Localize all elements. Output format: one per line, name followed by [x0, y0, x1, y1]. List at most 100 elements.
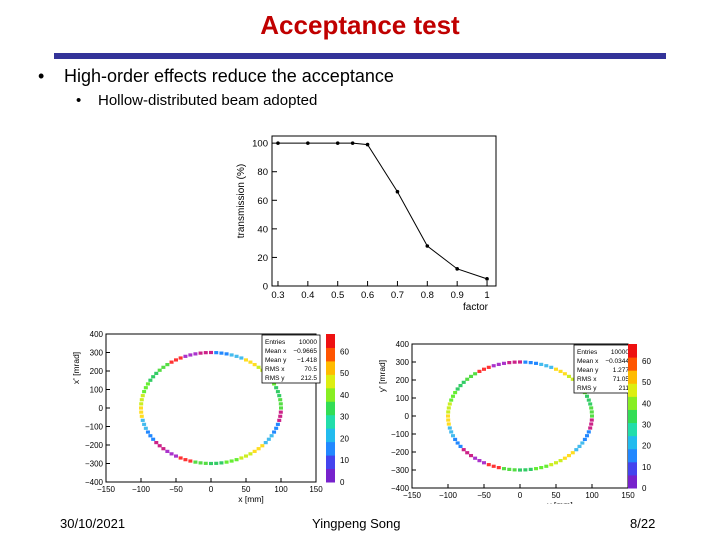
- stats-label: Mean y: [577, 367, 599, 374]
- heatmap-cell: [139, 410, 144, 414]
- x-axis-label: y [mm]: [547, 500, 573, 504]
- stats-label: Entries: [265, 339, 286, 346]
- heatmap-cell: [183, 458, 188, 462]
- heatmap-cell: [209, 461, 213, 466]
- colorbar-segment: [628, 435, 637, 450]
- stats-label: RMS x: [265, 366, 285, 373]
- heatmap-cell: [169, 360, 174, 364]
- heatmap-cell: [523, 468, 528, 472]
- heatmap-cell: [277, 418, 282, 422]
- heatmap-cell: [512, 468, 517, 472]
- colorbar-segment: [628, 357, 637, 371]
- heatmap-cell: [169, 452, 174, 456]
- heatmap-cell: [279, 406, 283, 410]
- heatmap-cell: [586, 398, 591, 402]
- y-tick-label: 80: [257, 167, 268, 178]
- colorbar-segment: [326, 360, 335, 375]
- heatmap-cell: [248, 360, 253, 364]
- x-tick-label: −100: [439, 491, 458, 500]
- bullet-dot-icon: •: [38, 66, 45, 86]
- heatmap-cell: [512, 360, 517, 364]
- heatmap-cell: [482, 461, 486, 465]
- heatmap-cell: [269, 434, 274, 438]
- heatmap-cell: [188, 353, 193, 357]
- colorbar-segment: [628, 474, 637, 489]
- stats-value: 10000: [299, 339, 317, 346]
- heatmap-cell: [455, 387, 460, 391]
- heatmap-cell: [161, 365, 166, 369]
- y-tick-label: −300: [391, 466, 410, 475]
- colorbar-tick-label: 20: [340, 434, 349, 443]
- colorbar-segment: [628, 396, 637, 410]
- data-point: [455, 267, 459, 271]
- heatmap-cell: [275, 422, 280, 426]
- heatmap-cell: [274, 426, 279, 430]
- colorbar-tick-label: 30: [642, 420, 651, 429]
- x-tick-label: 100: [274, 485, 288, 494]
- heatmap-cell: [554, 367, 558, 371]
- heatmap-cell: [588, 402, 593, 406]
- heatmap-cell: [518, 360, 522, 364]
- heatmap-cell: [139, 402, 144, 406]
- heatmap-cell: [161, 447, 166, 451]
- heatmap-cell: [446, 406, 451, 410]
- y-tick-label: 20: [257, 253, 268, 264]
- x-tick-label: 0.6: [361, 290, 374, 301]
- heatmap-cell: [458, 444, 463, 449]
- y-tick-label: 0: [405, 412, 410, 421]
- heatmap-cell: [272, 382, 277, 386]
- y-tick-label: 400: [90, 330, 104, 339]
- heatmap-cell: [539, 466, 544, 470]
- heatmap-cell: [178, 456, 183, 460]
- heatmap-cell: [501, 467, 506, 471]
- heatmap-cell: [586, 430, 591, 434]
- heatmap-cell: [562, 456, 567, 460]
- heatmap-cell: [140, 394, 145, 398]
- x-tick-label: 150: [621, 491, 635, 500]
- heatmap-cell: [446, 418, 451, 422]
- heatmap-cell: [263, 441, 268, 445]
- x-tick-label: 0.5: [331, 290, 344, 301]
- data-point: [306, 141, 310, 145]
- heatmap-cell: [566, 374, 571, 379]
- heatmap-cell: [277, 394, 282, 398]
- y-tick-label: 100: [252, 139, 268, 150]
- heatmap-cell: [588, 426, 593, 430]
- heatmap-cell: [274, 386, 279, 390]
- heatmap-cell: [534, 361, 539, 365]
- heatmap-cell: [544, 364, 549, 368]
- heatmap-cell: [157, 368, 162, 372]
- colorbar-tick-label: 60: [642, 357, 651, 366]
- y-tick-label: 300: [396, 358, 410, 367]
- heatmap-cell: [229, 353, 234, 357]
- heatmap-cell: [558, 369, 563, 373]
- y-tick-label: 40: [257, 224, 268, 235]
- heatmap-cell: [224, 460, 229, 464]
- data-point: [350, 141, 355, 145]
- heatmap-cell: [178, 356, 183, 360]
- heatmap-cell: [523, 360, 528, 364]
- heatmap-cell: [188, 459, 193, 463]
- heatmap-cell: [278, 402, 283, 406]
- y-tick-label: −200: [391, 448, 410, 457]
- heatmap-cell: [590, 414, 594, 418]
- title-divider: [54, 53, 666, 59]
- y-tick-label: 200: [396, 376, 410, 385]
- heatmap-cell: [142, 390, 147, 394]
- colorbar-segment: [628, 383, 637, 397]
- y-tick-label: −200: [85, 441, 104, 450]
- heatmap-cell: [465, 377, 470, 381]
- heatmap-cell: [562, 372, 567, 376]
- heatmap-cell: [151, 375, 156, 379]
- heatmap-cell: [570, 451, 575, 455]
- heatmap-cell: [198, 461, 203, 465]
- heatmap-cell: [450, 434, 455, 438]
- heatmap-cell: [447, 402, 452, 406]
- bullet-level1: • High-order effects reduce the acceptanc…: [38, 66, 394, 87]
- heatmap-cell: [473, 456, 478, 460]
- heatmap-cell: [239, 456, 244, 460]
- heatmap-cell: [477, 369, 482, 373]
- data-point: [335, 141, 340, 145]
- series-line: [277, 142, 488, 280]
- x-axis-label: x [mm]: [238, 494, 264, 504]
